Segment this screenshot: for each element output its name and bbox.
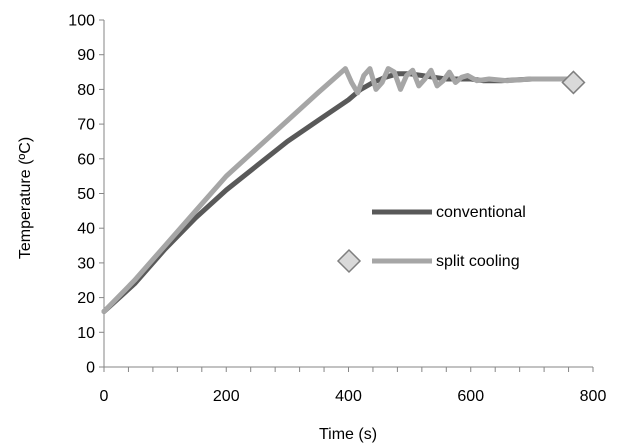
y-tick-label: 40 [77,221,95,238]
series-layer [101,66,571,314]
y-ticks: 0 10 20 30 40 50 60 70 80 90 100 [68,13,104,377]
x-tick-label: 200 [213,388,240,405]
legend: conventional split cooling [336,204,526,274]
x-tick-label: 600 [457,388,484,405]
x-tick-label: 0 [100,388,109,405]
y-tick-label: 50 [77,186,95,203]
series-line-conventional [101,71,571,314]
series-line-split-cooling [101,66,571,314]
x-ticks: 0 200 400 600 800 [100,367,607,405]
y-tick-label: 20 [77,290,95,307]
x-tick-label: 400 [335,388,362,405]
y-tick-label: 0 [86,360,95,377]
y-tick-label: 60 [77,151,95,168]
y-tick-label: 80 [77,82,95,99]
y-tick-label: 90 [77,47,95,64]
y-tick-label: 70 [77,117,95,134]
x-axis-title: Time (s) [319,426,377,443]
data-marker-diamond [561,70,586,95]
legend-label-split-cooling: split cooling [436,253,520,270]
y-tick-label: 100 [68,13,95,30]
x-tick-label: 800 [580,388,607,405]
y-tick-label: 30 [77,255,95,272]
y-axis-title: Temperature (ºC) [17,137,34,259]
legend-marker-diamond [336,248,362,274]
legend-label-conventional: conventional [436,204,526,221]
y-tick-label: 10 [77,325,95,342]
marker-layer [561,70,586,95]
